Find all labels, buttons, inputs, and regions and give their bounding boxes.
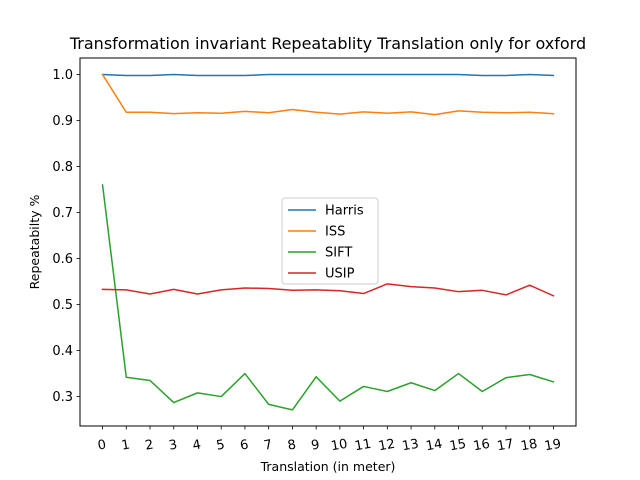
x-tick-label: 11 <box>354 437 373 455</box>
x-tick-label: 12 <box>377 437 396 455</box>
x-tick-label: 8 <box>286 437 297 453</box>
x-tick-label: 10 <box>330 437 349 455</box>
y-tick-label: 0.8 <box>52 160 73 175</box>
x-tick-label: 15 <box>448 437 467 455</box>
series-layer <box>101 73 555 411</box>
y-tick-label: 0.3 <box>52 390 73 405</box>
series-line-harris <box>101 73 555 77</box>
x-tick-label: 13 <box>401 437 420 455</box>
legend-label-harris: Harris <box>325 204 364 219</box>
y-tick-label: 0.7 <box>52 206 73 221</box>
legend-box <box>281 197 379 285</box>
x-tick-label: 16 <box>472 437 491 455</box>
y-axis-label: Repeatabilty % <box>27 195 42 290</box>
x-tick-label: 1 <box>120 437 131 453</box>
x-tick-label: 3 <box>168 437 179 453</box>
x-tick-label: 4 <box>191 437 202 453</box>
x-tick-label: 5 <box>215 437 226 453</box>
x-tick-label: 2 <box>144 437 155 453</box>
chart-title: Transformation invariant Repeatablity Tr… <box>69 34 586 53</box>
legend-label-iss: ISS <box>325 225 345 240</box>
legend: Harris ISS SIFT USIP <box>281 197 379 285</box>
x-axis-label: Translation (in meter) <box>260 459 396 474</box>
y-tick-label: 0.4 <box>52 344 73 359</box>
y-tick-label: 0.6 <box>52 252 73 267</box>
y-tick-label: 0.5 <box>52 298 73 313</box>
x-tick-label: 0 <box>97 437 108 453</box>
series-line-sift <box>101 184 555 411</box>
plot-frame <box>79 57 577 427</box>
x-tick-label: 17 <box>496 437 515 455</box>
legend-label-sift: SIFT <box>325 246 352 261</box>
x-tick-label: 9 <box>310 437 321 453</box>
y-tick-label: 0.9 <box>52 114 73 129</box>
legend-label-usip: USIP <box>325 267 355 282</box>
x-axis: 0 1 2 3 4 5 6 7 8 9 10 11 12 13 14 15 16 17 18 19 <box>97 426 562 455</box>
y-axis: 0.3 0.4 0.5 0.6 0.7 0.8 0.9 1.0 <box>52 68 80 405</box>
series-line-iss <box>101 73 555 116</box>
x-tick-label: 6 <box>239 437 250 453</box>
series-line-usip <box>101 283 555 297</box>
x-tick-label: 18 <box>520 437 539 455</box>
x-tick-label: 19 <box>543 437 562 455</box>
x-tick-label: 14 <box>425 437 444 455</box>
x-tick-label: 7 <box>263 437 274 453</box>
y-tick-label: 1.0 <box>52 68 73 83</box>
